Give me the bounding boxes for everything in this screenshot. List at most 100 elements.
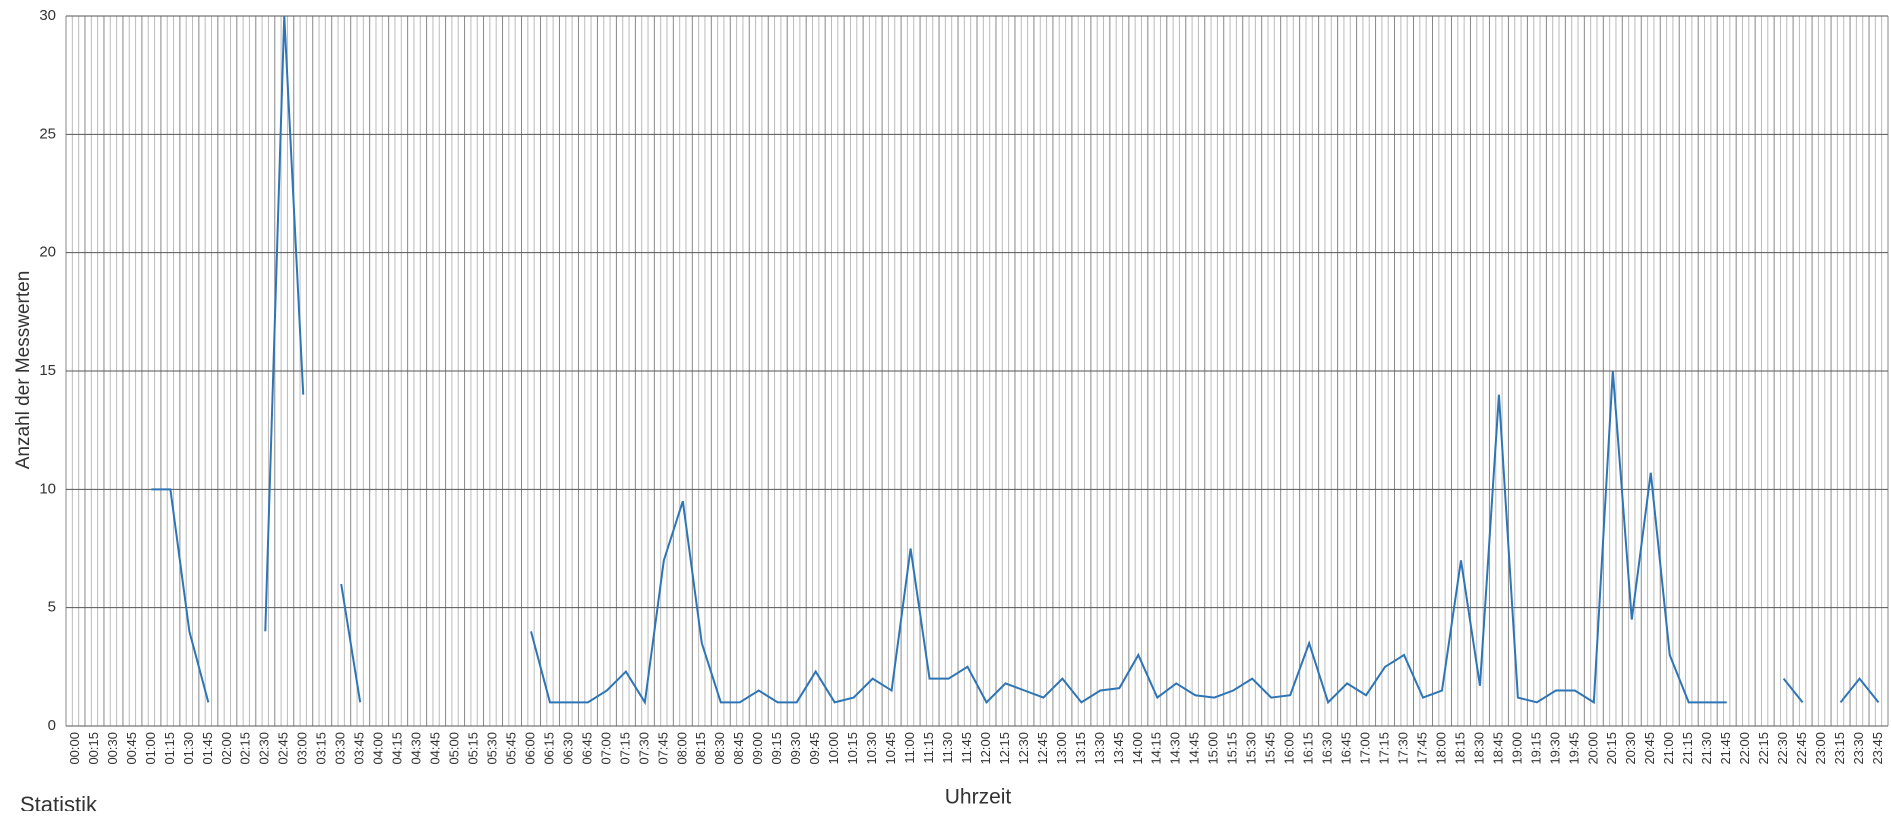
x-tick-label: 07:30	[636, 732, 651, 765]
x-tick-label: 08:45	[731, 732, 746, 765]
footer-text: Statistik	[20, 792, 98, 811]
y-tick-label: 0	[48, 717, 56, 734]
x-tick-label: 19:30	[1547, 732, 1562, 765]
x-tick-label: 15:30	[1244, 732, 1259, 765]
x-tick-label: 02:30	[257, 732, 272, 765]
x-tick-label: 04:00	[371, 732, 386, 765]
x-tick-label: 06:15	[541, 732, 556, 765]
x-tick-label: 13:45	[1111, 732, 1126, 765]
x-tick-label: 23:45	[1870, 732, 1885, 765]
x-tick-label: 10:15	[845, 732, 860, 765]
x-tick-label: 05:45	[503, 732, 518, 765]
x-tick-label: 00:00	[67, 732, 82, 765]
x-tick-label: 00:45	[124, 732, 139, 765]
x-tick-label: 19:00	[1509, 732, 1524, 765]
x-tick-label: 16:15	[1301, 732, 1316, 765]
x-tick-label: 12:00	[978, 732, 993, 765]
x-tick-label: 02:00	[219, 732, 234, 765]
x-tick-label: 02:45	[276, 732, 291, 765]
x-tick-label: 15:00	[1206, 732, 1221, 765]
x-tick-label: 17:00	[1358, 732, 1373, 765]
x-tick-label: 12:15	[997, 732, 1012, 765]
x-tick-label: 07:00	[598, 732, 613, 765]
data-line	[151, 488, 210, 703]
x-tick-label: 16:00	[1282, 732, 1297, 765]
x-tick-label: 21:15	[1680, 732, 1695, 765]
x-tick-label: 08:15	[693, 732, 708, 765]
x-tick-label: 12:30	[1016, 732, 1031, 765]
x-tick-label: 10:30	[864, 732, 879, 765]
x-tick-label: 01:45	[200, 732, 215, 765]
y-tick-label: 20	[39, 244, 56, 261]
data-line	[1782, 678, 1804, 703]
x-tick-label: 18:00	[1433, 732, 1448, 765]
x-tick-label: 13:15	[1073, 732, 1088, 765]
x-tick-label: 11:45	[959, 732, 974, 764]
x-tick-label: 20:45	[1642, 732, 1657, 765]
x-tick-label: 11:00	[902, 732, 917, 764]
x-tick-label: 13:00	[1054, 732, 1069, 765]
x-tick-label: 08:00	[674, 732, 689, 765]
x-tick-label: 09:15	[769, 732, 784, 765]
y-tick-label: 30	[39, 7, 56, 24]
x-tick-label: 13:30	[1092, 732, 1107, 765]
x-tick-label: 08:30	[712, 732, 727, 765]
x-tick-label: 14:30	[1168, 732, 1183, 765]
x-tick-label: 19:15	[1528, 732, 1543, 765]
x-tick-label: 04:15	[390, 732, 405, 765]
x-tick-label: 16:30	[1320, 732, 1335, 765]
y-axis-title: Anzahl der Messwerten	[13, 271, 34, 470]
x-tick-label: 12:45	[1035, 732, 1050, 765]
x-tick-label: 06:45	[579, 732, 594, 765]
x-tick-label: 04:45	[428, 732, 443, 765]
x-tick-label: 18:15	[1452, 732, 1467, 765]
data-line	[340, 583, 362, 703]
x-tick-label: 17:45	[1414, 732, 1429, 765]
x-tick-label: 20:30	[1623, 732, 1638, 765]
x-tick-label: 22:45	[1794, 732, 1809, 765]
x-tick-label: 11:30	[940, 732, 955, 764]
data-line	[530, 370, 1727, 706]
x-tick-label: 06:30	[560, 732, 575, 765]
x-tick-label: 10:45	[883, 732, 898, 765]
y-tick-label: 10	[39, 480, 56, 497]
data-line	[1839, 677, 1880, 703]
x-tick-label: 04:30	[409, 732, 424, 765]
x-tick-label: 05:30	[484, 732, 499, 765]
x-tick-label: 02:15	[238, 732, 253, 765]
x-tick-label: 17:15	[1376, 732, 1391, 765]
x-tick-label: 09:45	[807, 732, 822, 765]
x-tick-label: 22:15	[1756, 732, 1771, 765]
x-tick-label: 19:45	[1566, 732, 1581, 765]
x-tick-label: 23:00	[1813, 732, 1828, 765]
x-tick-label: 01:00	[143, 732, 158, 765]
data-line	[264, 15, 305, 632]
x-tick-label: 01:15	[162, 732, 177, 765]
x-tick-label: 15:15	[1225, 732, 1240, 765]
x-tick-label: 03:30	[333, 732, 348, 765]
x-tick-label: 05:15	[465, 732, 480, 765]
x-tick-label: 14:45	[1187, 732, 1202, 765]
x-tick-label: 00:30	[105, 732, 120, 765]
x-tick-label: 03:15	[314, 732, 329, 765]
x-tick-label: 09:30	[788, 732, 803, 765]
x-tick-label: 20:15	[1604, 732, 1619, 765]
x-tick-label: 05:00	[447, 732, 462, 765]
x-tick-label: 21:00	[1661, 732, 1676, 765]
x-tick-label: 22:30	[1775, 732, 1790, 765]
x-tick-label: 22:00	[1737, 732, 1752, 765]
y-tick-label: 15	[39, 362, 56, 379]
x-tick-label: 18:30	[1471, 732, 1486, 765]
x-tick-label: 21:45	[1718, 732, 1733, 765]
x-tick-label: 11:15	[921, 732, 936, 764]
x-tick-label: 23:15	[1832, 732, 1847, 765]
x-tick-label: 15:45	[1263, 732, 1278, 765]
x-tick-label: 06:00	[522, 732, 537, 765]
x-tick-label: 07:45	[655, 732, 670, 765]
x-tick-label: 03:45	[352, 732, 367, 765]
x-axis-title: Uhrzeit	[945, 786, 1012, 809]
x-tick-label: 18:45	[1490, 732, 1505, 765]
x-tick-label: 09:00	[750, 732, 765, 765]
